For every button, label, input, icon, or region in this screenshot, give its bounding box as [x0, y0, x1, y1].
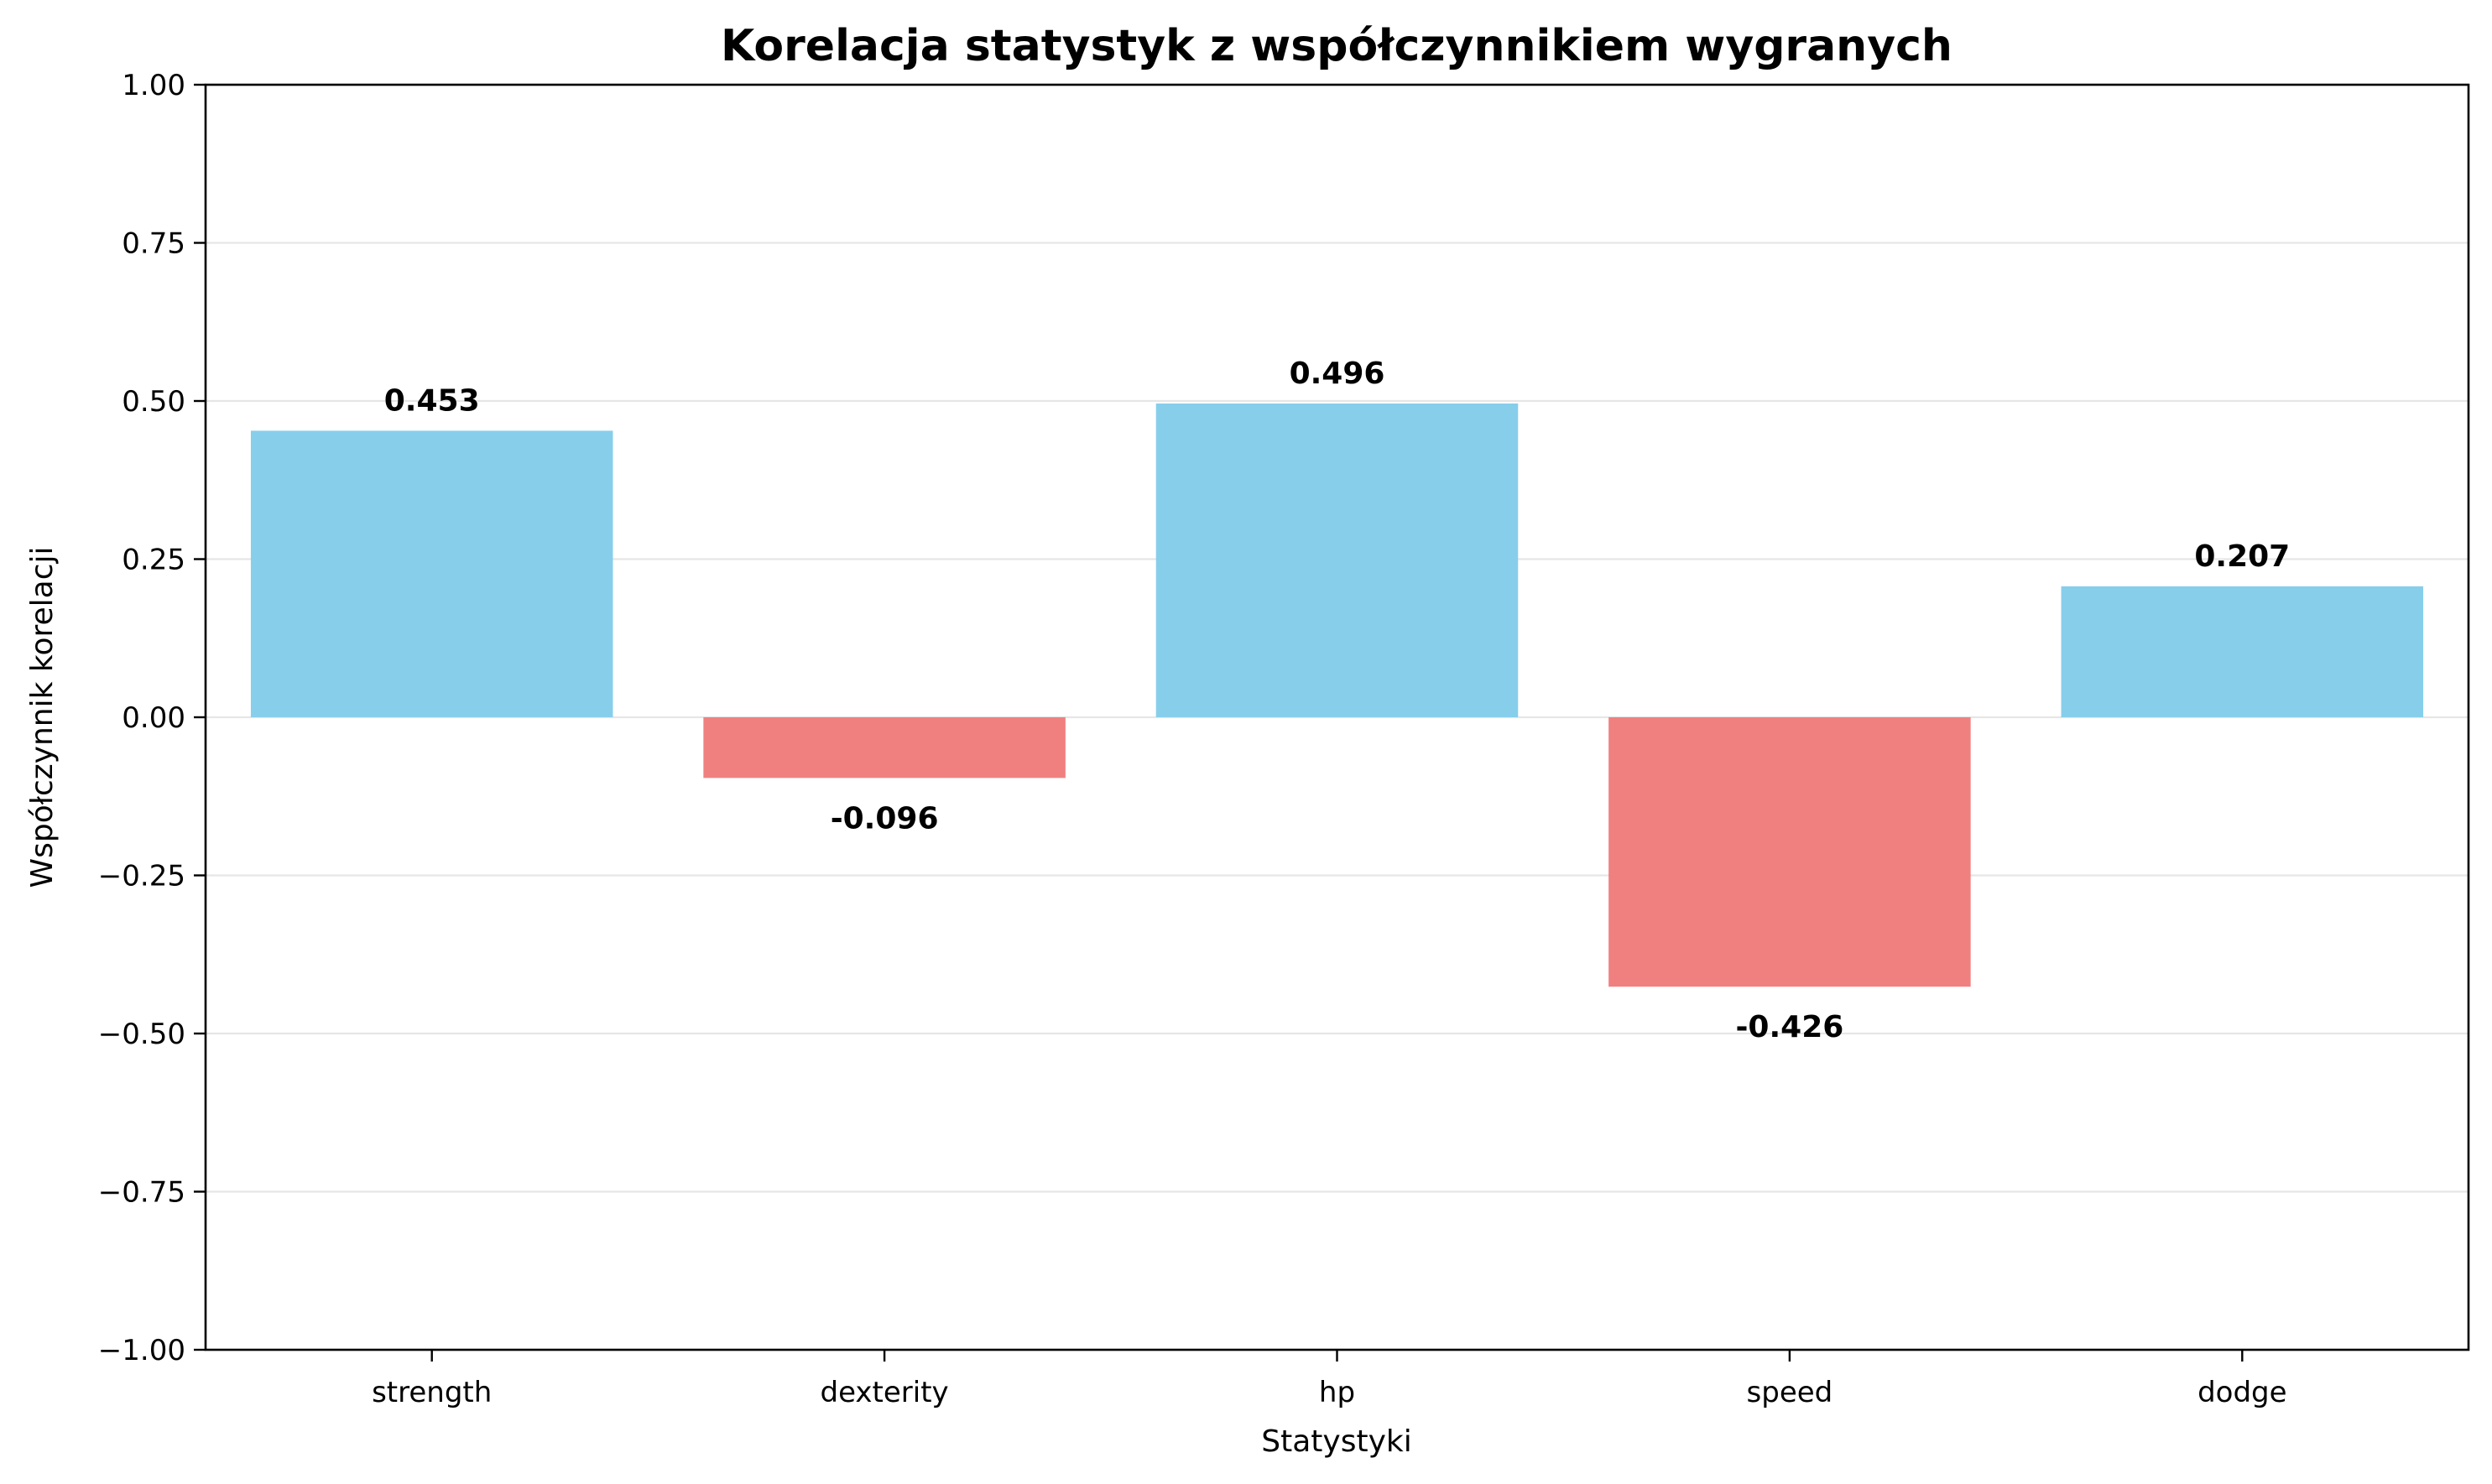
y-tick-label: 0.25: [122, 544, 185, 577]
y-axis-label: Współczynnik korelacji: [25, 547, 60, 888]
data-label-dexterity: -0.096: [831, 801, 939, 836]
axis-layer: [194, 83, 2470, 1362]
label-layer: −1.00 −0.75 −0.50 −0.25 0.00 0.25 0.50 0.75 1.00…: [98, 69, 2290, 1409]
plot-frame: [204, 83, 2470, 1351]
x-tick-label: strength: [372, 1376, 492, 1409]
bar-dodge: [2061, 586, 2424, 717]
y-tick-label: −1.00: [98, 1334, 185, 1367]
y-tick-label: 0.50: [122, 385, 185, 419]
y-tick-label: 0.75: [122, 227, 185, 261]
x-tick-label: dodge: [2197, 1376, 2286, 1409]
chart-title: Korelacja statystyk z współczynnikiem wy…: [721, 21, 1952, 71]
data-label-strength: 0.453: [384, 383, 480, 418]
x-tick-label: speed: [1747, 1376, 1833, 1409]
bar-speed: [1608, 717, 1971, 987]
data-label-hp: 0.496: [1290, 357, 1385, 391]
y-tick-label: −0.25: [98, 860, 185, 893]
y-tick-label: 0.00: [122, 701, 185, 735]
bar-hp: [1155, 404, 1519, 717]
bar-strength: [250, 430, 613, 717]
data-label-dodge: 0.207: [2194, 539, 2290, 574]
bar-dexterity: [703, 717, 1066, 778]
x-tick-label: hp: [1319, 1376, 1355, 1409]
y-tick-label: 1.00: [122, 69, 185, 102]
bar-layer: [250, 404, 2424, 987]
y-tick-label: −0.50: [98, 1018, 185, 1051]
data-label-speed: -0.426: [1735, 1010, 1843, 1044]
y-tick-label: −0.75: [98, 1176, 185, 1210]
x-tick-label: dexterity: [821, 1376, 949, 1409]
x-axis-label: Statystyki: [1261, 1424, 1411, 1459]
